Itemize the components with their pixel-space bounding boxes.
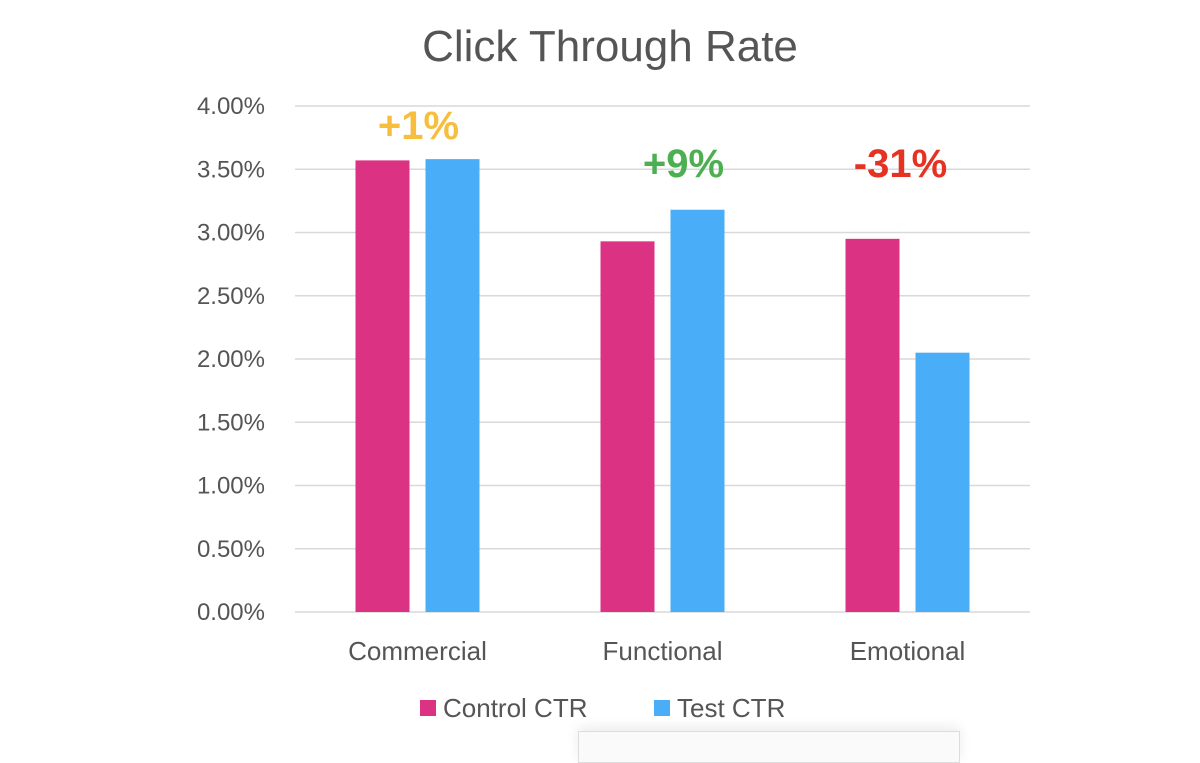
y-tick-label: 2.50% xyxy=(197,283,265,310)
y-tick-label: 3.50% xyxy=(197,156,265,183)
y-tick-label: 1.50% xyxy=(197,409,265,436)
legend: Control CTR Test CTR xyxy=(420,693,785,723)
legend-swatch xyxy=(420,700,436,716)
y-tick-label: 1.00% xyxy=(197,473,265,500)
annotation-label: -31% xyxy=(854,142,947,186)
bars xyxy=(355,159,970,613)
bar-test-ctr-emotional xyxy=(915,352,970,612)
bar-control-ctr-functional xyxy=(600,241,655,613)
annotation-label: +1% xyxy=(378,104,459,148)
x-axis-labels: Commercial Functional Emotional xyxy=(348,636,965,666)
legend-label: Test CTR xyxy=(677,693,785,723)
gridlines xyxy=(295,105,1030,613)
bar-test-ctr-commercial xyxy=(425,159,480,612)
y-tick-label: 3.00% xyxy=(197,220,265,247)
x-tick-label: Functional xyxy=(603,636,723,666)
annotation-label: +9% xyxy=(643,142,724,186)
bar-control-ctr-commercial xyxy=(355,160,410,612)
bar-control-ctr-emotional xyxy=(845,238,900,612)
bar-test-ctr-functional xyxy=(670,209,725,613)
chart-title: Click Through Rate xyxy=(422,22,798,71)
y-axis-ticks: 0.00% 0.50% 1.00% 1.50% 2.00% 2.50% 3.00% 3.50%… xyxy=(197,93,265,626)
y-tick-label: 0.50% xyxy=(197,536,265,563)
y-tick-label: 0.00% xyxy=(197,599,265,626)
annotations: +1% +9% -31% xyxy=(378,104,947,186)
overlay-panel xyxy=(578,731,960,763)
y-tick-label: 2.00% xyxy=(197,346,265,373)
y-tick-label: 4.00% xyxy=(197,93,265,120)
legend-label: Control CTR xyxy=(443,693,587,723)
legend-swatch xyxy=(654,700,670,716)
x-tick-label: Emotional xyxy=(850,636,966,666)
x-tick-label: Commercial xyxy=(348,636,487,666)
